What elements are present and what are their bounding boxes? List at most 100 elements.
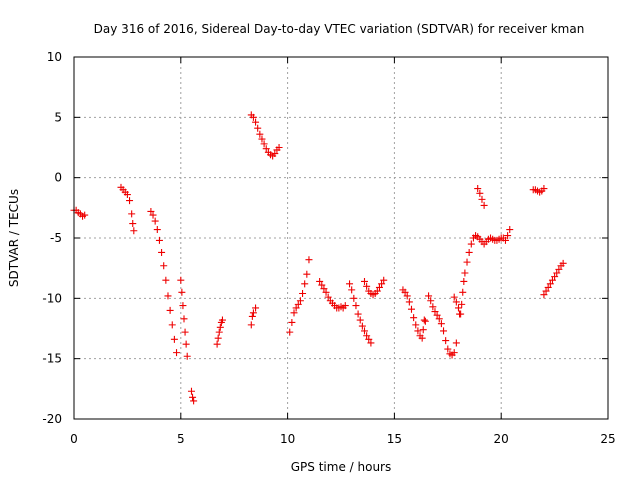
data-point xyxy=(373,287,381,295)
plot-frame xyxy=(73,56,609,420)
data-point xyxy=(435,315,443,323)
data-point xyxy=(352,302,360,310)
series-arc-12 xyxy=(360,276,388,299)
data-point xyxy=(450,349,458,357)
y-tick-label: -15 xyxy=(42,352,62,366)
data-point xyxy=(128,210,136,218)
series-arc-01 xyxy=(70,206,89,220)
data-point xyxy=(318,281,326,289)
data-point xyxy=(155,236,163,244)
data-point xyxy=(433,311,441,319)
data-point xyxy=(168,321,176,329)
data-point xyxy=(218,316,226,324)
data-point xyxy=(542,287,550,295)
data-point xyxy=(457,310,465,318)
data-point xyxy=(544,283,552,291)
data-point xyxy=(183,352,191,360)
data-point xyxy=(166,306,174,314)
data-point xyxy=(129,220,137,228)
x-tick-label: 15 xyxy=(387,432,402,446)
data-point xyxy=(419,326,427,334)
data-point xyxy=(299,290,307,298)
series-arc-13 xyxy=(399,286,429,342)
data-point xyxy=(151,217,159,225)
data-point xyxy=(405,298,413,306)
data-point xyxy=(248,312,256,320)
data-point xyxy=(375,283,383,291)
series-arc-04 xyxy=(177,276,191,360)
data-point xyxy=(292,304,300,312)
data-point xyxy=(187,387,195,395)
x-tick-labels: 0 5 10 15 20 25 xyxy=(70,432,615,446)
data-point xyxy=(316,277,324,285)
data-point xyxy=(158,248,166,256)
data-point xyxy=(350,294,358,302)
data-point xyxy=(296,297,304,305)
data-point xyxy=(173,349,181,357)
data-point xyxy=(181,328,189,336)
series-arc-08 xyxy=(247,111,283,160)
data-point xyxy=(454,304,462,312)
data-point xyxy=(431,308,439,316)
data-point xyxy=(380,276,388,284)
data-point xyxy=(324,293,332,301)
y-axis-label: SDTVAR / TECUs xyxy=(7,189,21,287)
data-point xyxy=(180,315,188,323)
series-arc-07 xyxy=(247,304,260,329)
data-point xyxy=(252,304,260,312)
data-point xyxy=(458,300,466,308)
x-tick-label: 0 xyxy=(70,432,78,446)
data-point xyxy=(126,197,134,205)
data-point xyxy=(504,232,512,240)
y-tick-label: -20 xyxy=(42,412,62,426)
data-point xyxy=(249,113,257,121)
data-point xyxy=(420,316,428,324)
data-point xyxy=(452,298,460,306)
data-point xyxy=(365,335,373,343)
data-point xyxy=(442,337,450,345)
data-point xyxy=(465,248,473,256)
data-point xyxy=(363,332,371,340)
x-tick-label: 25 xyxy=(600,432,615,446)
series-arc-09 xyxy=(286,256,313,336)
data-point xyxy=(275,144,283,151)
data-point xyxy=(247,321,255,329)
data-point xyxy=(262,145,270,153)
series-arc-11 xyxy=(346,280,375,347)
data-point xyxy=(459,288,467,296)
data-point xyxy=(559,259,567,267)
y-tick-label: 0 xyxy=(54,171,62,185)
data-point xyxy=(271,150,279,158)
data-point xyxy=(414,327,422,335)
data-point xyxy=(555,265,563,273)
data-points xyxy=(70,111,567,405)
data-point xyxy=(348,286,356,294)
data-point xyxy=(182,340,190,348)
data-point xyxy=(553,269,561,277)
series-arc-16 xyxy=(474,185,488,209)
data-point xyxy=(256,130,264,138)
series-arc-06 xyxy=(213,316,226,348)
data-point xyxy=(444,345,452,353)
data-point xyxy=(214,334,222,342)
data-point xyxy=(501,236,509,244)
data-point xyxy=(480,201,488,209)
data-point xyxy=(540,185,548,193)
data-point xyxy=(460,277,468,285)
data-point xyxy=(356,316,364,324)
data-point xyxy=(215,328,223,336)
data-point xyxy=(164,292,172,300)
data-point xyxy=(346,280,354,288)
data-point xyxy=(378,280,386,288)
data-point xyxy=(450,293,458,301)
data-point xyxy=(418,334,426,342)
data-point xyxy=(216,323,224,331)
data-point xyxy=(258,135,266,143)
data-point xyxy=(260,140,268,148)
data-point xyxy=(190,397,198,405)
data-point xyxy=(403,292,411,300)
data-point xyxy=(162,276,170,284)
data-point xyxy=(506,226,514,234)
